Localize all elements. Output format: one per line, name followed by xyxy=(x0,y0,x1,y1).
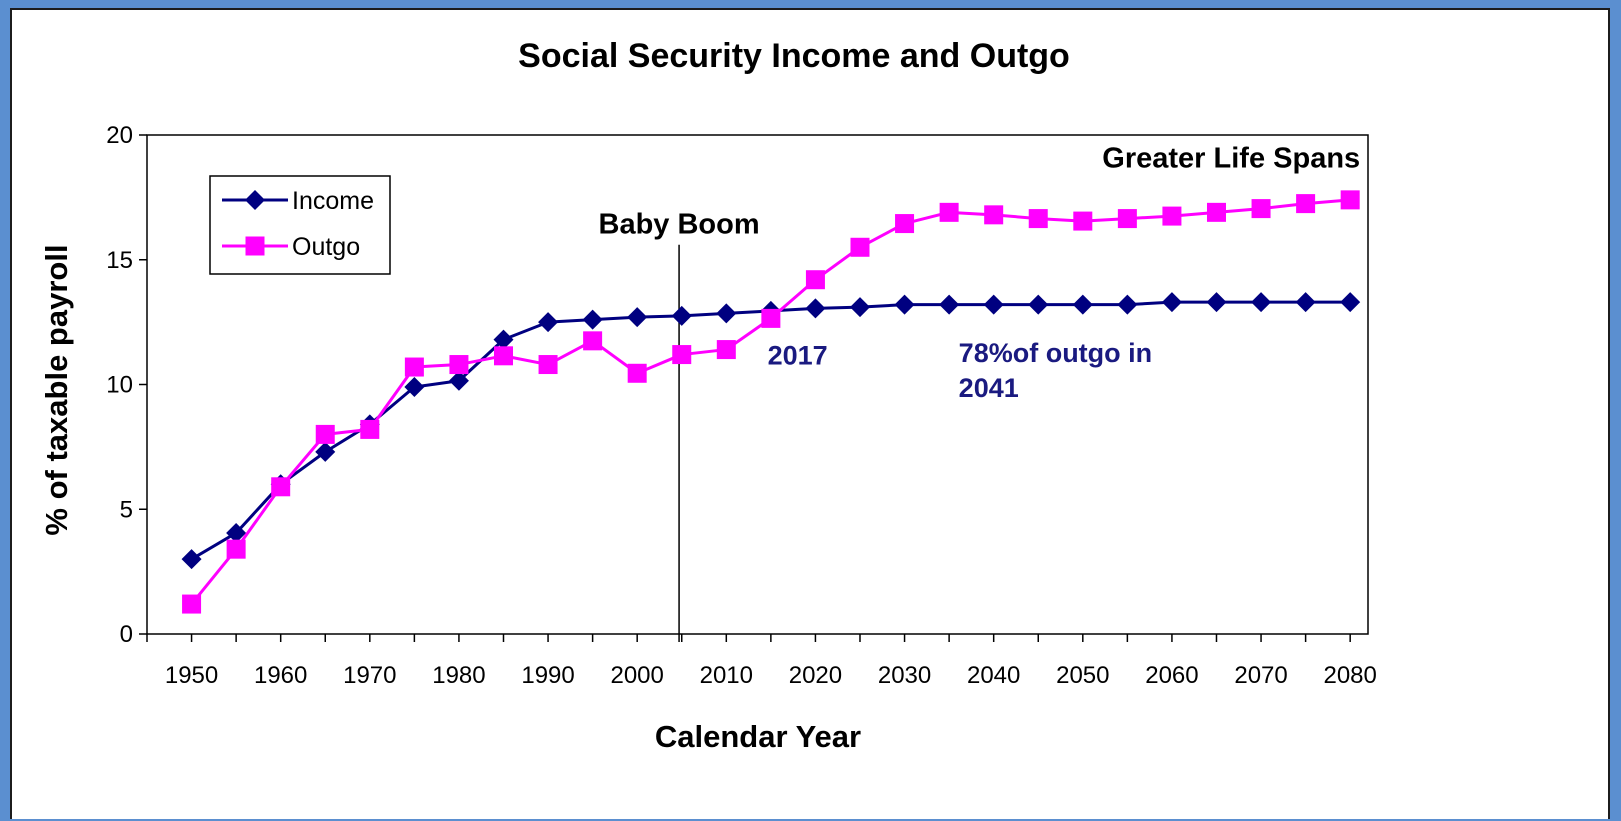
series-income-point xyxy=(1251,292,1272,313)
x-tick-label: 2080 xyxy=(1323,662,1376,689)
annotation-greater-life-spans: Greater Life Spans xyxy=(1102,142,1360,174)
y-tick-label: 15 xyxy=(106,247,133,274)
series-outgo-point xyxy=(404,357,424,377)
legend-label-income: Income xyxy=(292,187,374,215)
series-outgo-point xyxy=(939,202,959,222)
series-income-point xyxy=(1206,292,1227,313)
legend-marker-outgo xyxy=(245,236,265,256)
series-income-point xyxy=(849,297,870,318)
series-outgo-point xyxy=(182,594,202,614)
series-income-point xyxy=(1340,292,1361,313)
annotations: Baby Boom Greater Life Spans 2017 78%of out… xyxy=(599,142,1361,403)
x-tick-label: 1970 xyxy=(343,662,396,689)
legend-marker-income xyxy=(245,190,265,210)
x-tick-label: 2030 xyxy=(878,662,931,689)
chart-frame: Social Security Income and Outgo 0 5 10 15 2… xyxy=(10,8,1610,819)
series-income-point xyxy=(716,303,737,324)
series-income-point xyxy=(538,312,559,333)
series-outgo-point xyxy=(583,331,603,351)
series-income-point xyxy=(939,294,960,315)
x-tick-label: 1950 xyxy=(165,662,218,689)
series-income-point xyxy=(894,294,915,315)
series-outgo-point xyxy=(850,237,870,257)
series-income-point xyxy=(1028,294,1049,315)
series-outgo-point xyxy=(271,477,291,497)
y-tick-label: 0 xyxy=(120,621,133,648)
x-tick-label: 2070 xyxy=(1234,662,1287,689)
annotation-baby-boom: Baby Boom xyxy=(599,208,760,240)
series-outgo-point xyxy=(984,205,1004,225)
series-outgo-point xyxy=(449,355,469,375)
series-outgo-point xyxy=(360,419,380,439)
y-axis: 0 5 10 15 20 xyxy=(106,122,147,648)
y-axis-title: % of taxable payroll xyxy=(39,244,74,535)
chart: Social Security Income and Outgo 0 5 10 15 2… xyxy=(39,37,1377,754)
series-outgo-point xyxy=(315,424,335,444)
series-income-point xyxy=(627,307,648,328)
series-income-point xyxy=(493,329,514,350)
series-outgo-point xyxy=(716,340,736,360)
series-outgo-point xyxy=(1073,211,1093,231)
series-income-point xyxy=(448,370,469,391)
series-income-point xyxy=(315,441,336,462)
x-axis: 1950 1960 1970 1980 1990 2000 2010 2020 2030 2040… xyxy=(146,634,1377,689)
chart-title: Social Security Income and Outgo xyxy=(518,37,1070,75)
annotation-2041: 2041 xyxy=(959,373,1019,403)
series-outgo-point xyxy=(538,355,558,375)
series-outgo-point xyxy=(1162,206,1182,226)
y-tick-label: 10 xyxy=(106,372,133,399)
x-axis-title: Calendar Year xyxy=(655,719,861,754)
series-income-point xyxy=(1295,292,1316,313)
series-outgo-point xyxy=(1251,199,1271,219)
x-tick-label: 2000 xyxy=(610,662,663,689)
x-tick-label: 2040 xyxy=(967,662,1020,689)
x-tick-label: 2010 xyxy=(700,662,753,689)
x-tick-label: 2050 xyxy=(1056,662,1109,689)
series-outgo xyxy=(182,190,1360,614)
series-income-point xyxy=(404,376,425,397)
series-group xyxy=(181,190,1361,614)
annotation-2017: 2017 xyxy=(768,341,828,371)
series-income-point xyxy=(671,305,692,326)
x-tick-label: 1980 xyxy=(432,662,485,689)
series-outgo-point xyxy=(1028,209,1048,229)
series-outgo-point xyxy=(493,346,513,366)
series-outgo-point xyxy=(895,214,915,234)
series-income-point xyxy=(1072,294,1093,315)
series-outgo-point xyxy=(672,345,692,365)
annotation-78-percent: 78%of outgo in xyxy=(959,338,1152,368)
x-tick-label: 1990 xyxy=(521,662,574,689)
legend-box xyxy=(209,175,391,275)
series-income-point xyxy=(582,309,603,330)
y-tick-label: 5 xyxy=(120,496,133,523)
series-outgo-point xyxy=(1340,190,1360,210)
series-outgo-point xyxy=(1296,194,1316,214)
series-outgo-point xyxy=(627,363,647,383)
series-income-point xyxy=(983,294,1004,315)
series-outgo-point xyxy=(805,270,825,290)
legend-label-outgo: Outgo xyxy=(292,233,360,261)
series-income-point xyxy=(1161,292,1182,313)
series-outgo-point xyxy=(1117,209,1137,229)
series-income-point xyxy=(226,522,247,543)
series-outgo-point xyxy=(226,539,246,559)
series-income-point xyxy=(805,298,826,319)
series-income-point xyxy=(1117,294,1138,315)
series-outgo-point xyxy=(1206,202,1226,222)
series-outgo-point xyxy=(761,308,781,328)
x-tick-label: 2060 xyxy=(1145,662,1198,689)
legend: Income Outgo xyxy=(209,175,391,275)
x-tick-label: 1960 xyxy=(254,662,307,689)
y-tick-label: 20 xyxy=(106,122,133,149)
x-tick-label: 2020 xyxy=(789,662,842,689)
series-income-point xyxy=(181,549,202,570)
